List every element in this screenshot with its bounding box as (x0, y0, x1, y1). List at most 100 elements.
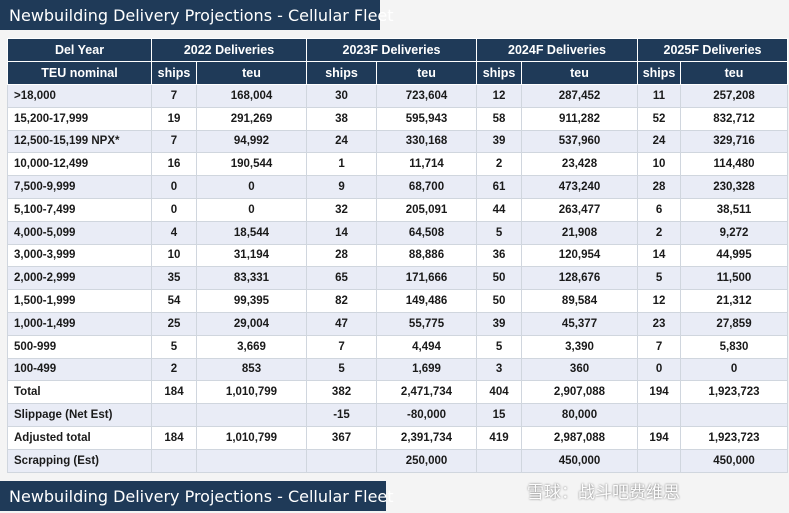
teu-cell (195, 403, 308, 427)
header-teu: teu (376, 61, 478, 85)
row-label: 10,000-12,499 (7, 152, 152, 177)
footer-title-text: Newbuilding Delivery Projections - Cellu… (9, 486, 394, 506)
header-teu-nominal: TEU nominal (7, 61, 152, 85)
teu-cell: 330,168 (376, 129, 478, 154)
row-label: 100-499 (7, 357, 152, 382)
ships-cell: 5 (306, 357, 378, 382)
teu-cell: 537,960 (521, 129, 639, 154)
teu-cell: 23,428 (521, 152, 639, 177)
ships-cell (151, 448, 197, 473)
teu-cell: 31,194 (195, 243, 308, 268)
teu-cell: 2,391,734 (376, 425, 478, 450)
teu-cell: 450,000 (521, 448, 639, 473)
teu-cell: 595,943 (376, 106, 478, 131)
teu-cell: 11,500 (680, 266, 789, 291)
ships-cell: 82 (306, 289, 378, 313)
ships-cell: 50 (476, 289, 523, 313)
teu-cell: 911,282 (521, 106, 639, 131)
teu-cell: 0 (195, 175, 308, 199)
teu-cell: 450,000 (680, 448, 789, 473)
table-row: 1,500-1,999 54 99,395 82 149,486 50 89,584 12 21… (7, 289, 789, 313)
teu-cell: 83,331 (195, 266, 308, 291)
header-2025: 2025F Deliveries (637, 38, 789, 62)
teu-cell: 45,377 (521, 311, 639, 336)
row-label: Scrapping (Est) (7, 448, 152, 473)
ships-cell: 50 (476, 266, 523, 291)
ships-cell: 25 (151, 311, 197, 336)
row-label: Slippage (Net Est) (7, 403, 152, 427)
row-label: >18,000 (7, 84, 152, 108)
table-row: >18,000 7 168,004 30 723,604 12 287,452 11 257,2… (7, 84, 789, 108)
ships-cell: 0 (637, 357, 682, 382)
ships-cell: 404 (476, 380, 523, 405)
teu-cell (195, 448, 308, 473)
ships-cell: 12 (476, 84, 523, 108)
header-teu: teu (195, 61, 308, 85)
table-row: Slippage (Net Est) -15 -80,000 15 80,000 (7, 403, 789, 427)
ships-cell: 0 (151, 197, 197, 222)
teu-cell: 88,886 (376, 243, 478, 268)
ships-cell: 194 (637, 380, 682, 405)
ships-cell: 10 (637, 152, 682, 177)
header-ships: ships (476, 61, 523, 85)
ships-cell (637, 403, 682, 427)
ships-cell: 2 (476, 152, 523, 177)
teu-cell: 114,480 (680, 152, 789, 177)
teu-cell: 44,995 (680, 243, 789, 268)
row-label: 15,200-17,999 (7, 106, 152, 131)
table-body: >18,000 7 168,004 30 723,604 12 287,452 11 257,2… (7, 84, 789, 473)
teu-cell: 190,544 (195, 152, 308, 177)
teu-cell: 171,666 (376, 266, 478, 291)
ships-cell (151, 403, 197, 427)
teu-cell: 94,992 (195, 129, 308, 154)
row-label: 2,000-2,999 (7, 266, 152, 291)
ships-cell: 58 (476, 106, 523, 131)
teu-cell: 263,477 (521, 197, 639, 222)
table-row: 7,500-9,999 0 0 9 68,700 61 473,240 28 230,328 (7, 175, 789, 199)
teu-cell: 9,272 (680, 220, 789, 245)
teu-cell: 1,923,723 (680, 425, 789, 450)
teu-cell: 99,395 (195, 289, 308, 313)
ships-cell: 6 (637, 197, 682, 222)
ships-cell: 23 (637, 311, 682, 336)
header-row-units: TEU nominal ships teu ships teu ships te… (7, 61, 789, 85)
ships-cell: 44 (476, 197, 523, 222)
ships-cell: 9 (306, 175, 378, 199)
teu-cell: 853 (195, 357, 308, 382)
teu-cell (680, 403, 789, 427)
header-teu: teu (521, 61, 639, 85)
row-label: Total (7, 380, 152, 405)
ships-cell: 5 (476, 220, 523, 245)
row-label: 3,000-3,999 (7, 243, 152, 268)
teu-cell: 2,471,734 (376, 380, 478, 405)
ships-cell: 30 (306, 84, 378, 108)
teu-cell: 1,923,723 (680, 380, 789, 405)
row-label: Adjusted total (7, 425, 152, 450)
table-row: 500-999 5 3,669 7 4,494 5 3,390 7 5,830 (7, 334, 789, 359)
ships-cell: 12 (637, 289, 682, 313)
teu-cell: 0 (680, 357, 789, 382)
ships-cell: 54 (151, 289, 197, 313)
teu-cell: 21,908 (521, 220, 639, 245)
teu-cell: 68,700 (376, 175, 478, 199)
teu-cell: 29,004 (195, 311, 308, 336)
teu-cell: 21,312 (680, 289, 789, 313)
teu-cell: 120,954 (521, 243, 639, 268)
ships-cell: 65 (306, 266, 378, 291)
ships-cell: 10 (151, 243, 197, 268)
ships-cell: 382 (306, 380, 378, 405)
table-row: 12,500-15,199 NPX* 7 94,992 24 330,168 39 537,… (7, 129, 789, 154)
ships-cell: 28 (306, 243, 378, 268)
teu-cell: -80,000 (376, 403, 478, 427)
header-ships: ships (637, 61, 682, 85)
teu-cell: 250,000 (376, 448, 478, 473)
teu-cell: 287,452 (521, 84, 639, 108)
teu-cell: 473,240 (521, 175, 639, 199)
teu-cell: 360 (521, 357, 639, 382)
ships-cell: 419 (476, 425, 523, 450)
row-label: 4,000-5,099 (7, 220, 152, 245)
ships-cell: 184 (151, 380, 197, 405)
ships-cell: 7 (151, 84, 197, 108)
ships-cell: 184 (151, 425, 197, 450)
ships-cell: 14 (637, 243, 682, 268)
